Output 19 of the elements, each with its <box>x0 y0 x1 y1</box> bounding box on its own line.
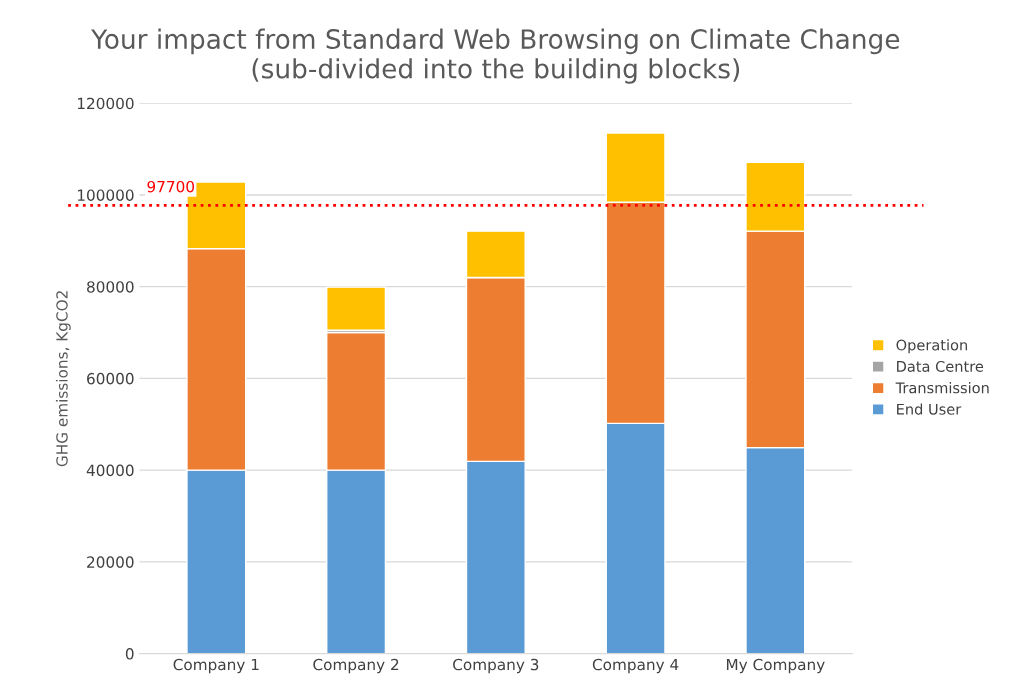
y-tick-label: 40000 <box>86 464 134 477</box>
y-tick-label: 100000 <box>77 189 134 201</box>
y-tick-label: 60000 <box>87 372 134 385</box>
x-tick-label: My Company <box>726 658 825 674</box>
x-tick-label: Company 4 <box>592 658 679 674</box>
y-tick-label: 80000 <box>87 281 134 293</box>
y-tick-label: 0 <box>125 648 134 660</box>
chart-title: Your impact from Standard Web Browsing on Climate Change (sub-divided into the building blocks) <box>91 28 900 84</box>
y-tick-label: 120000 <box>77 97 134 110</box>
y-tick-label: 20000 <box>87 556 134 568</box>
x-tick-label: Company 2 <box>313 658 399 674</box>
legend-label: Data Centre <box>897 360 984 372</box>
legend-label: Operation <box>896 339 967 354</box>
ref-line-label: 97700 <box>147 180 195 193</box>
legend-label: Transmission <box>895 382 989 394</box>
legend-label: End User <box>897 403 962 415</box>
y-axis-title: GHG emissions, KgCO2 <box>55 291 71 467</box>
x-tick-label: Company 3 <box>453 658 539 674</box>
x-tick-label: Company 1 <box>173 658 259 674</box>
